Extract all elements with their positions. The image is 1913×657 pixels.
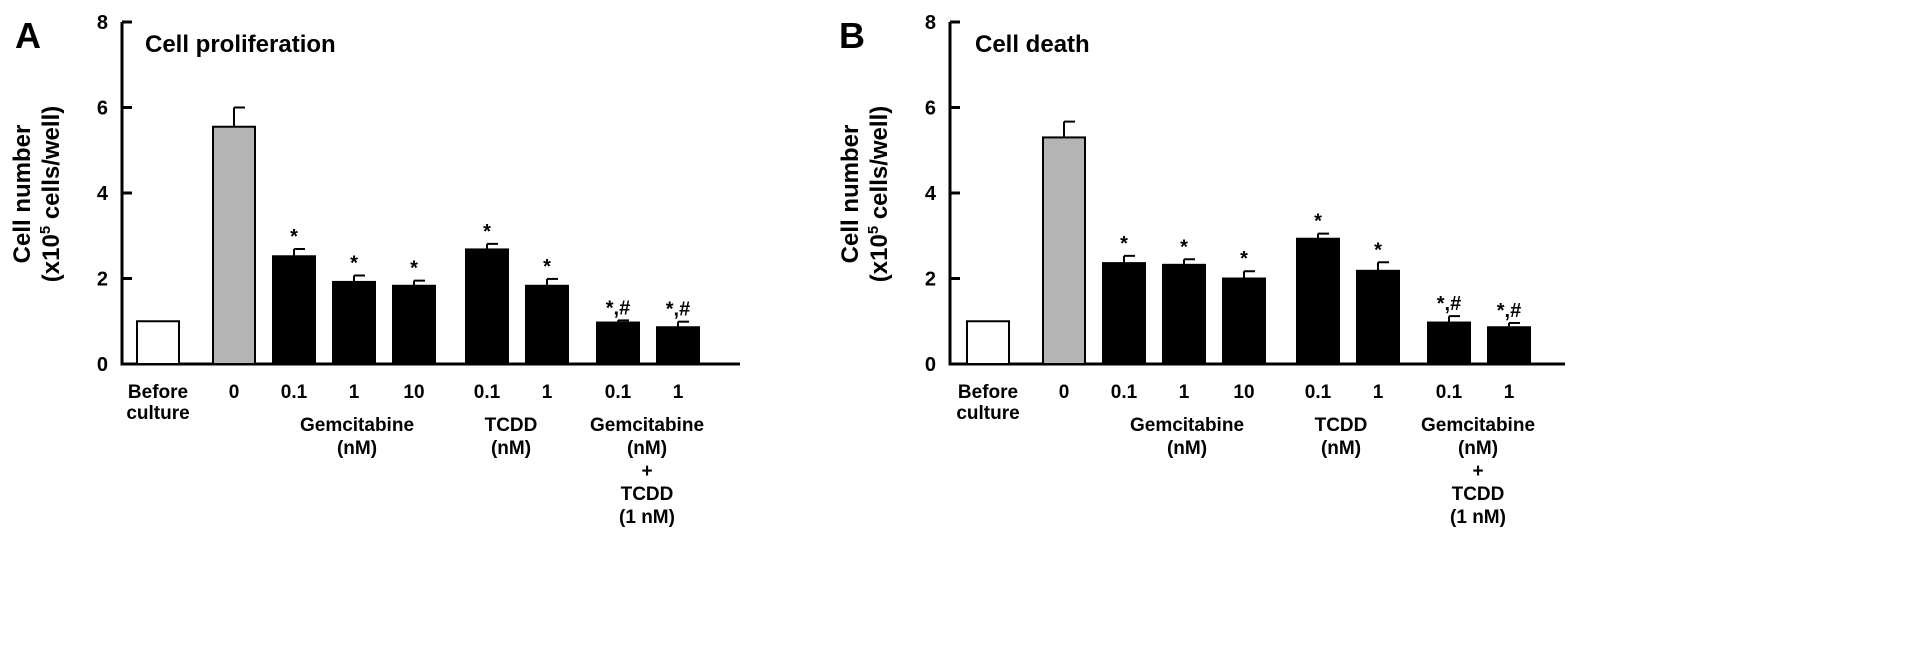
x-tick-label: 0 xyxy=(1059,382,1070,403)
group-label: (nM) xyxy=(1167,438,1207,459)
group-label: + xyxy=(1472,461,1483,482)
x-tick-label: 1 xyxy=(349,382,360,403)
group-label: (nM) xyxy=(491,438,531,459)
bar xyxy=(1102,262,1146,365)
y-tick-label: 8 xyxy=(925,12,936,34)
significance-marker: * xyxy=(1180,236,1188,258)
bar xyxy=(1427,321,1471,365)
chart-title: Cell death xyxy=(975,31,1090,58)
significance-marker: * xyxy=(1240,248,1248,270)
bar xyxy=(966,320,1010,365)
group-label: TCDD xyxy=(1315,415,1368,436)
group-label: TCDD xyxy=(1452,484,1505,505)
bar xyxy=(136,320,180,365)
group-label: (1 nM) xyxy=(619,507,675,528)
y-tick-label: 0 xyxy=(97,354,108,376)
x-tick-label: 0.1 xyxy=(1111,382,1138,403)
y-axis-label-line2: (x105 cells/well) xyxy=(865,106,893,282)
significance-marker: * xyxy=(1314,211,1322,233)
bar xyxy=(272,255,316,365)
y-axis-label-line1: Cell number xyxy=(9,125,36,264)
x-tick-label: 1 xyxy=(1504,382,1515,403)
bar xyxy=(1356,269,1400,365)
y-tick-label: 4 xyxy=(925,183,937,205)
significance-marker: * xyxy=(1120,233,1128,255)
x-tick-label: 0.1 xyxy=(281,382,308,403)
bar xyxy=(1222,277,1266,365)
significance-marker: * xyxy=(290,226,298,248)
significance-marker: * xyxy=(410,258,418,280)
x-tick-label: 0.1 xyxy=(1305,382,1332,403)
significance-marker: *,# xyxy=(1437,293,1461,315)
group-label: (nM) xyxy=(627,438,667,459)
y-tick-label: 2 xyxy=(925,269,936,291)
panel-letter: B xyxy=(839,15,865,56)
x-tick-label: 1 xyxy=(673,382,684,403)
bar xyxy=(1162,263,1206,366)
bar xyxy=(596,321,640,365)
chart-title: Cell proliferation xyxy=(145,31,336,58)
x-tick-label: Before xyxy=(128,382,188,403)
bar xyxy=(525,284,569,365)
group-label: + xyxy=(641,461,652,482)
y-tick-label: 2 xyxy=(97,269,108,291)
significance-marker: *,# xyxy=(606,297,630,319)
x-tick-label: 0.1 xyxy=(605,382,632,403)
y-tick-label: 0 xyxy=(925,354,936,376)
significance-marker: * xyxy=(543,256,551,278)
bar xyxy=(392,284,436,365)
y-tick-label: 6 xyxy=(97,98,108,120)
x-tick-label: 0.1 xyxy=(1436,382,1463,403)
group-label: Gemcitabine xyxy=(1421,415,1535,436)
chart-panel-a: A 0 2 4 6 8 Cell number (x105 cells/well) Cell p… xyxy=(9,12,740,528)
y-tick-label: 8 xyxy=(97,12,108,34)
x-tick-label: Before xyxy=(958,382,1018,403)
significance-marker: * xyxy=(483,221,491,243)
bar xyxy=(1296,237,1340,365)
y-tick-label: 6 xyxy=(925,98,936,120)
bar xyxy=(656,326,700,365)
bar xyxy=(332,280,376,366)
y-tick-label: 4 xyxy=(97,183,109,205)
bar xyxy=(465,248,509,365)
significance-marker: *,# xyxy=(666,299,690,321)
y-axis-label: Cell number (x105 cells/well) xyxy=(837,106,893,282)
significance-marker: * xyxy=(350,253,358,275)
y-axis-label: Cell number (x105 cells/well) xyxy=(9,106,65,282)
group-label: TCDD xyxy=(485,415,538,436)
group-label: Gemcitabine xyxy=(300,415,414,436)
x-tick-label: culture xyxy=(956,403,1019,424)
x-tick-label: 0.1 xyxy=(474,382,501,403)
x-tick-label: 1 xyxy=(542,382,553,403)
panel-letter: A xyxy=(15,15,41,56)
x-tick-label: 1 xyxy=(1373,382,1384,403)
group-label: (nM) xyxy=(337,438,377,459)
significance-marker: * xyxy=(1374,239,1382,261)
group-label: Gemcitabine xyxy=(1130,415,1244,436)
group-label: TCDD xyxy=(621,484,674,505)
y-axis-label-line1: Cell number xyxy=(837,125,864,264)
x-tick-label: 1 xyxy=(1179,382,1190,403)
x-tick-label: 0 xyxy=(229,382,240,403)
chart-panel-b: B 0 2 4 6 8 Cell number (x105 cells/well) Cell d… xyxy=(837,12,1565,528)
x-tick-label: 10 xyxy=(1233,382,1254,403)
group-label: (1 nM) xyxy=(1450,507,1506,528)
bar xyxy=(212,125,256,365)
group-label: (nM) xyxy=(1458,438,1498,459)
x-tick-label: culture xyxy=(126,403,189,424)
group-label: (nM) xyxy=(1321,438,1361,459)
bar xyxy=(1042,136,1086,365)
y-axis-label-line2: (x105 cells/well) xyxy=(37,106,65,282)
significance-marker: *,# xyxy=(1497,300,1521,322)
group-label: Gemcitabine xyxy=(590,415,704,436)
x-tick-label: 10 xyxy=(403,382,424,403)
bar xyxy=(1487,326,1531,365)
